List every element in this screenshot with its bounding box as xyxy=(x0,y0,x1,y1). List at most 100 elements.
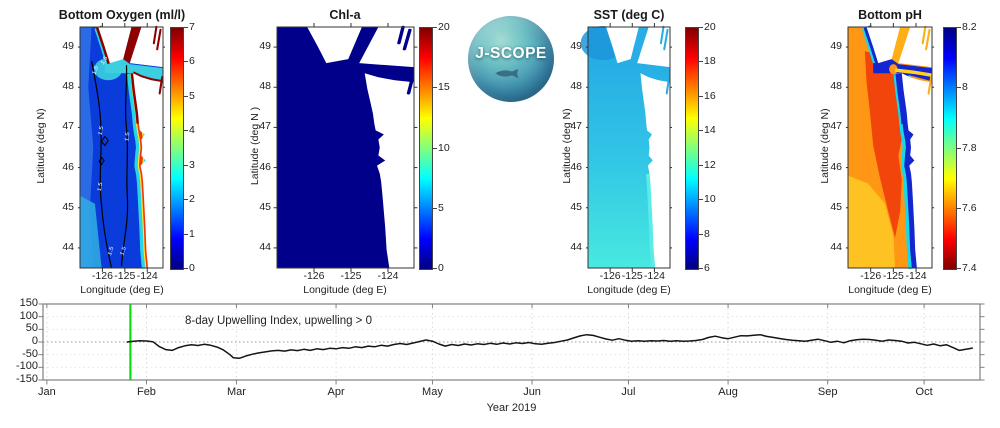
x-tick-label: -126 xyxy=(303,270,325,282)
x-axis-label: Longitude (deg E) xyxy=(587,284,671,296)
x-tick-label: -124 xyxy=(136,270,158,282)
colorbar-tick xyxy=(957,268,961,269)
colorbar-tick-label: 10 xyxy=(438,141,450,154)
y-tick-label: 48 xyxy=(570,80,582,93)
ts-y-tick-label: 0 xyxy=(31,335,38,347)
colorbar-tick-label: 8.2 xyxy=(962,21,977,33)
colorbar-tick xyxy=(957,147,961,149)
colorbar-tick-label: 7 xyxy=(189,21,195,33)
y-axis-label: Latitude (deg N) xyxy=(35,107,47,184)
colorbar-tick-label: 10 xyxy=(704,193,716,206)
y-tick-label: 47 xyxy=(830,120,842,133)
ts-month-label: Jan xyxy=(37,386,56,398)
jscope-logo-text: J-SCOPE xyxy=(475,44,547,62)
y-tick-label: 47 xyxy=(570,120,582,133)
colorbar-tick-label: 6 xyxy=(189,55,195,68)
colorbar-tick xyxy=(699,233,703,235)
contour-label: 1.5 xyxy=(120,245,128,257)
colorbar-tick xyxy=(699,27,703,28)
colorbar-tick-label: 6 xyxy=(704,262,710,274)
jscope-logo-circle: J-SCOPE xyxy=(468,16,554,102)
map-oxygen-wrap: 1.5 1.5 1.5 1.5 1.5 1.5 1.5 xyxy=(80,27,163,268)
colorbar-tick-label: 5 xyxy=(189,89,195,102)
colorbar-tick xyxy=(699,164,703,166)
colorbar-tick-label: 7.6 xyxy=(962,201,977,214)
colorbar-tick xyxy=(433,147,437,149)
colorbar-tick-label: 2 xyxy=(189,193,195,206)
colorbar-ph xyxy=(943,27,957,270)
ts-y-tick-label: 50 xyxy=(25,322,38,335)
colorbar-tick xyxy=(957,87,961,89)
x-tick-label: -125 xyxy=(882,270,904,282)
y-tick-label: 44 xyxy=(830,240,842,253)
ts-month-label: Aug xyxy=(718,386,738,398)
y-tick-label: 45 xyxy=(570,200,582,213)
colorbar-tick xyxy=(433,207,437,209)
colorbar-tick xyxy=(957,207,961,209)
colorbar-tick xyxy=(699,130,703,132)
colorbar-tick-label: 8 xyxy=(962,81,968,94)
colorbar-tick xyxy=(433,87,437,89)
y-tick-label: 48 xyxy=(62,80,74,93)
x-tick-label: -124 xyxy=(643,270,665,282)
contour-label: 1.5 xyxy=(125,131,132,142)
panel-title-oxygen: Bottom Oxygen (ml/l) xyxy=(58,8,186,22)
colorbar-tick-label: 20 xyxy=(704,21,716,33)
ts-month-label: Jun xyxy=(523,386,541,398)
ts-month-label: Jul xyxy=(621,386,636,398)
colorbar-tick xyxy=(184,199,188,201)
ts-month-label: Sep xyxy=(817,386,838,398)
y-tick-label: 44 xyxy=(62,240,74,253)
colorbar-tick xyxy=(699,61,703,63)
colorbar-tick xyxy=(184,130,188,132)
fish-icon xyxy=(495,68,519,78)
y-tick-label: 45 xyxy=(259,200,271,213)
colorbar-tick xyxy=(184,233,188,235)
map-chl xyxy=(277,27,414,268)
ts-month-label: Apr xyxy=(327,386,345,398)
map-ph xyxy=(848,27,932,268)
ts-month-label: May xyxy=(422,386,443,398)
y-tick-label: 48 xyxy=(830,80,842,93)
y-tick-label: 49 xyxy=(259,40,271,53)
colorbar-tick-label: 0 xyxy=(438,262,444,274)
map-chl-wrap xyxy=(277,27,414,268)
colorbar-tick xyxy=(699,268,703,269)
y-tick-label: 46 xyxy=(62,160,74,173)
ts-month-label: Mar xyxy=(226,386,246,398)
x-tick-label: -124 xyxy=(377,270,399,282)
map-oxygen: 1.51.51.51.51.51.51.5 xyxy=(80,27,163,268)
colorbar-tick xyxy=(184,95,188,97)
colorbar-tick-label: 12 xyxy=(704,158,716,171)
contour-label: 1.5 xyxy=(107,245,115,257)
contour-label: 1.5 xyxy=(98,125,105,136)
contour-label: 1.5 xyxy=(97,181,104,192)
colorbar-tick-label: 1 xyxy=(189,227,195,240)
ts-month-label: Feb xyxy=(136,386,156,398)
y-tick-label: 44 xyxy=(570,240,582,253)
contour-label: 1.5 xyxy=(100,55,109,67)
colorbar-tick xyxy=(184,164,188,166)
x-tick-label: -124 xyxy=(905,270,927,282)
x-axis-label: Longitude (deg E) xyxy=(80,284,164,296)
ts-y-tick-label: -100 xyxy=(15,360,38,373)
ts-y-tick-label: -150 xyxy=(15,373,38,385)
x-axis-label: Longitude (deg E) xyxy=(848,284,932,296)
colorbar-tick-label: 14 xyxy=(704,124,716,137)
y-tick-label: 45 xyxy=(62,200,74,213)
upwelling-plot-wrap xyxy=(38,303,985,385)
x-tick-label: -126 xyxy=(599,270,621,282)
y-tick-label: 47 xyxy=(62,120,74,133)
y-tick-label: 47 xyxy=(259,120,271,133)
x-tick-label: -126 xyxy=(860,270,882,282)
y-tick-label: 49 xyxy=(570,40,582,53)
ts-month-label: Oct xyxy=(915,386,933,398)
colorbar-tick-label: 0 xyxy=(189,262,195,274)
colorbar-tick-label: 7.8 xyxy=(962,141,977,154)
colorbar-tick-label: 16 xyxy=(704,89,716,102)
colorbar-tick xyxy=(957,27,961,28)
colorbar-tick xyxy=(433,27,437,28)
panel-title-chl: Chl-a xyxy=(329,8,361,22)
x-axis-label: Longitude (deg E) xyxy=(303,284,387,296)
y-tick-label: 45 xyxy=(830,200,842,213)
